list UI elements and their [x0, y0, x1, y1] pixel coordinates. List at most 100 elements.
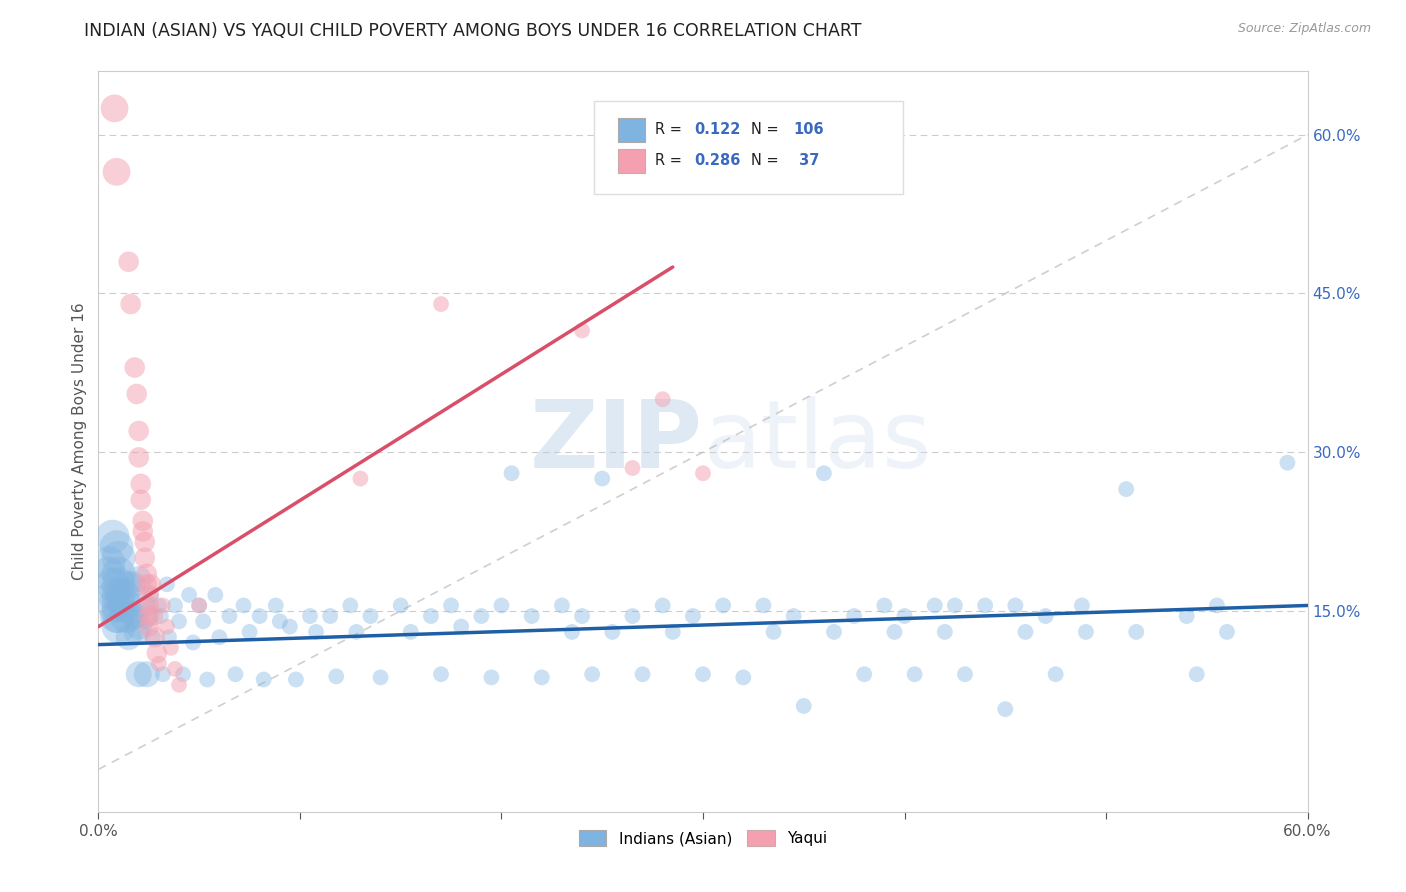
Point: [107, 609, 129, 624]
Point: [128, 450, 150, 465]
Point: [491, 599, 513, 613]
Point: [1277, 456, 1299, 470]
Point: [105, 609, 128, 624]
Point: [121, 577, 143, 591]
Point: [943, 599, 966, 613]
Point: [853, 667, 876, 681]
Point: [733, 670, 755, 684]
Point: [520, 609, 543, 624]
Point: [305, 624, 328, 639]
Point: [138, 588, 160, 602]
Point: [1175, 609, 1198, 624]
Point: [651, 599, 673, 613]
Point: [602, 624, 624, 639]
Point: [188, 599, 211, 613]
Point: [1216, 624, 1239, 639]
Point: [97, 566, 120, 581]
Point: [1014, 624, 1036, 639]
Point: [163, 662, 186, 676]
Text: 0.122: 0.122: [695, 121, 741, 136]
Point: [325, 669, 347, 683]
Point: [103, 599, 125, 613]
Point: [793, 698, 815, 713]
Point: [107, 599, 129, 613]
Point: [156, 619, 179, 633]
Point: [711, 599, 734, 613]
Point: [232, 599, 254, 613]
Point: [142, 609, 165, 624]
Point: [218, 609, 240, 624]
Point: [146, 646, 169, 660]
Point: [1004, 599, 1026, 613]
Point: [1206, 599, 1229, 613]
Y-axis label: Child Poverty Among Boys Under 16: Child Poverty Among Boys Under 16: [72, 302, 87, 581]
Point: [249, 609, 271, 624]
Point: [160, 640, 183, 655]
Point: [132, 599, 155, 613]
Point: [440, 599, 463, 613]
Point: [101, 577, 124, 591]
Text: N =: N =: [751, 153, 783, 169]
Point: [181, 635, 204, 649]
Point: [344, 624, 367, 639]
Point: [813, 467, 835, 481]
Point: [571, 324, 593, 338]
Point: [135, 667, 157, 681]
Point: [124, 360, 146, 375]
Point: [204, 588, 226, 602]
Point: [470, 609, 492, 624]
Point: [450, 619, 472, 633]
Point: [349, 471, 371, 485]
Point: [115, 609, 138, 624]
Point: [124, 609, 146, 624]
Bar: [619, 118, 645, 142]
Point: [430, 297, 453, 311]
Point: [239, 624, 262, 639]
Point: [138, 599, 160, 613]
Point: [148, 599, 170, 613]
Point: [138, 609, 160, 624]
Point: [107, 588, 129, 602]
Point: [97, 556, 120, 570]
Point: [103, 102, 125, 116]
Point: [783, 609, 806, 624]
Point: [129, 476, 152, 491]
Point: [128, 667, 150, 681]
Point: [994, 702, 1017, 716]
Point: [278, 619, 301, 633]
Point: [193, 615, 215, 629]
Point: [188, 599, 211, 613]
Point: [167, 615, 190, 629]
Point: [1074, 624, 1097, 639]
Point: [591, 471, 613, 485]
Point: [128, 572, 150, 586]
Point: [107, 550, 129, 565]
Text: 0.286: 0.286: [695, 153, 741, 169]
Point: [873, 599, 896, 613]
Point: [195, 673, 218, 687]
Point: [132, 514, 155, 528]
Point: [561, 624, 583, 639]
Point: [893, 609, 915, 624]
Point: [501, 467, 523, 481]
Point: [752, 599, 775, 613]
Point: [125, 387, 148, 401]
Point: [118, 630, 141, 644]
Point: [157, 630, 180, 644]
Point: [299, 609, 322, 624]
Point: [135, 566, 157, 581]
Point: [974, 599, 997, 613]
Point: [844, 609, 866, 624]
Point: [621, 609, 644, 624]
Bar: [619, 149, 645, 173]
Point: [138, 619, 160, 633]
Point: [118, 254, 141, 268]
Text: R =: R =: [655, 121, 686, 136]
Point: [148, 657, 170, 671]
Point: [172, 667, 194, 681]
Point: [114, 599, 136, 613]
Point: [152, 667, 174, 681]
Point: [682, 609, 704, 624]
FancyBboxPatch shape: [595, 101, 903, 194]
Point: [934, 624, 956, 639]
